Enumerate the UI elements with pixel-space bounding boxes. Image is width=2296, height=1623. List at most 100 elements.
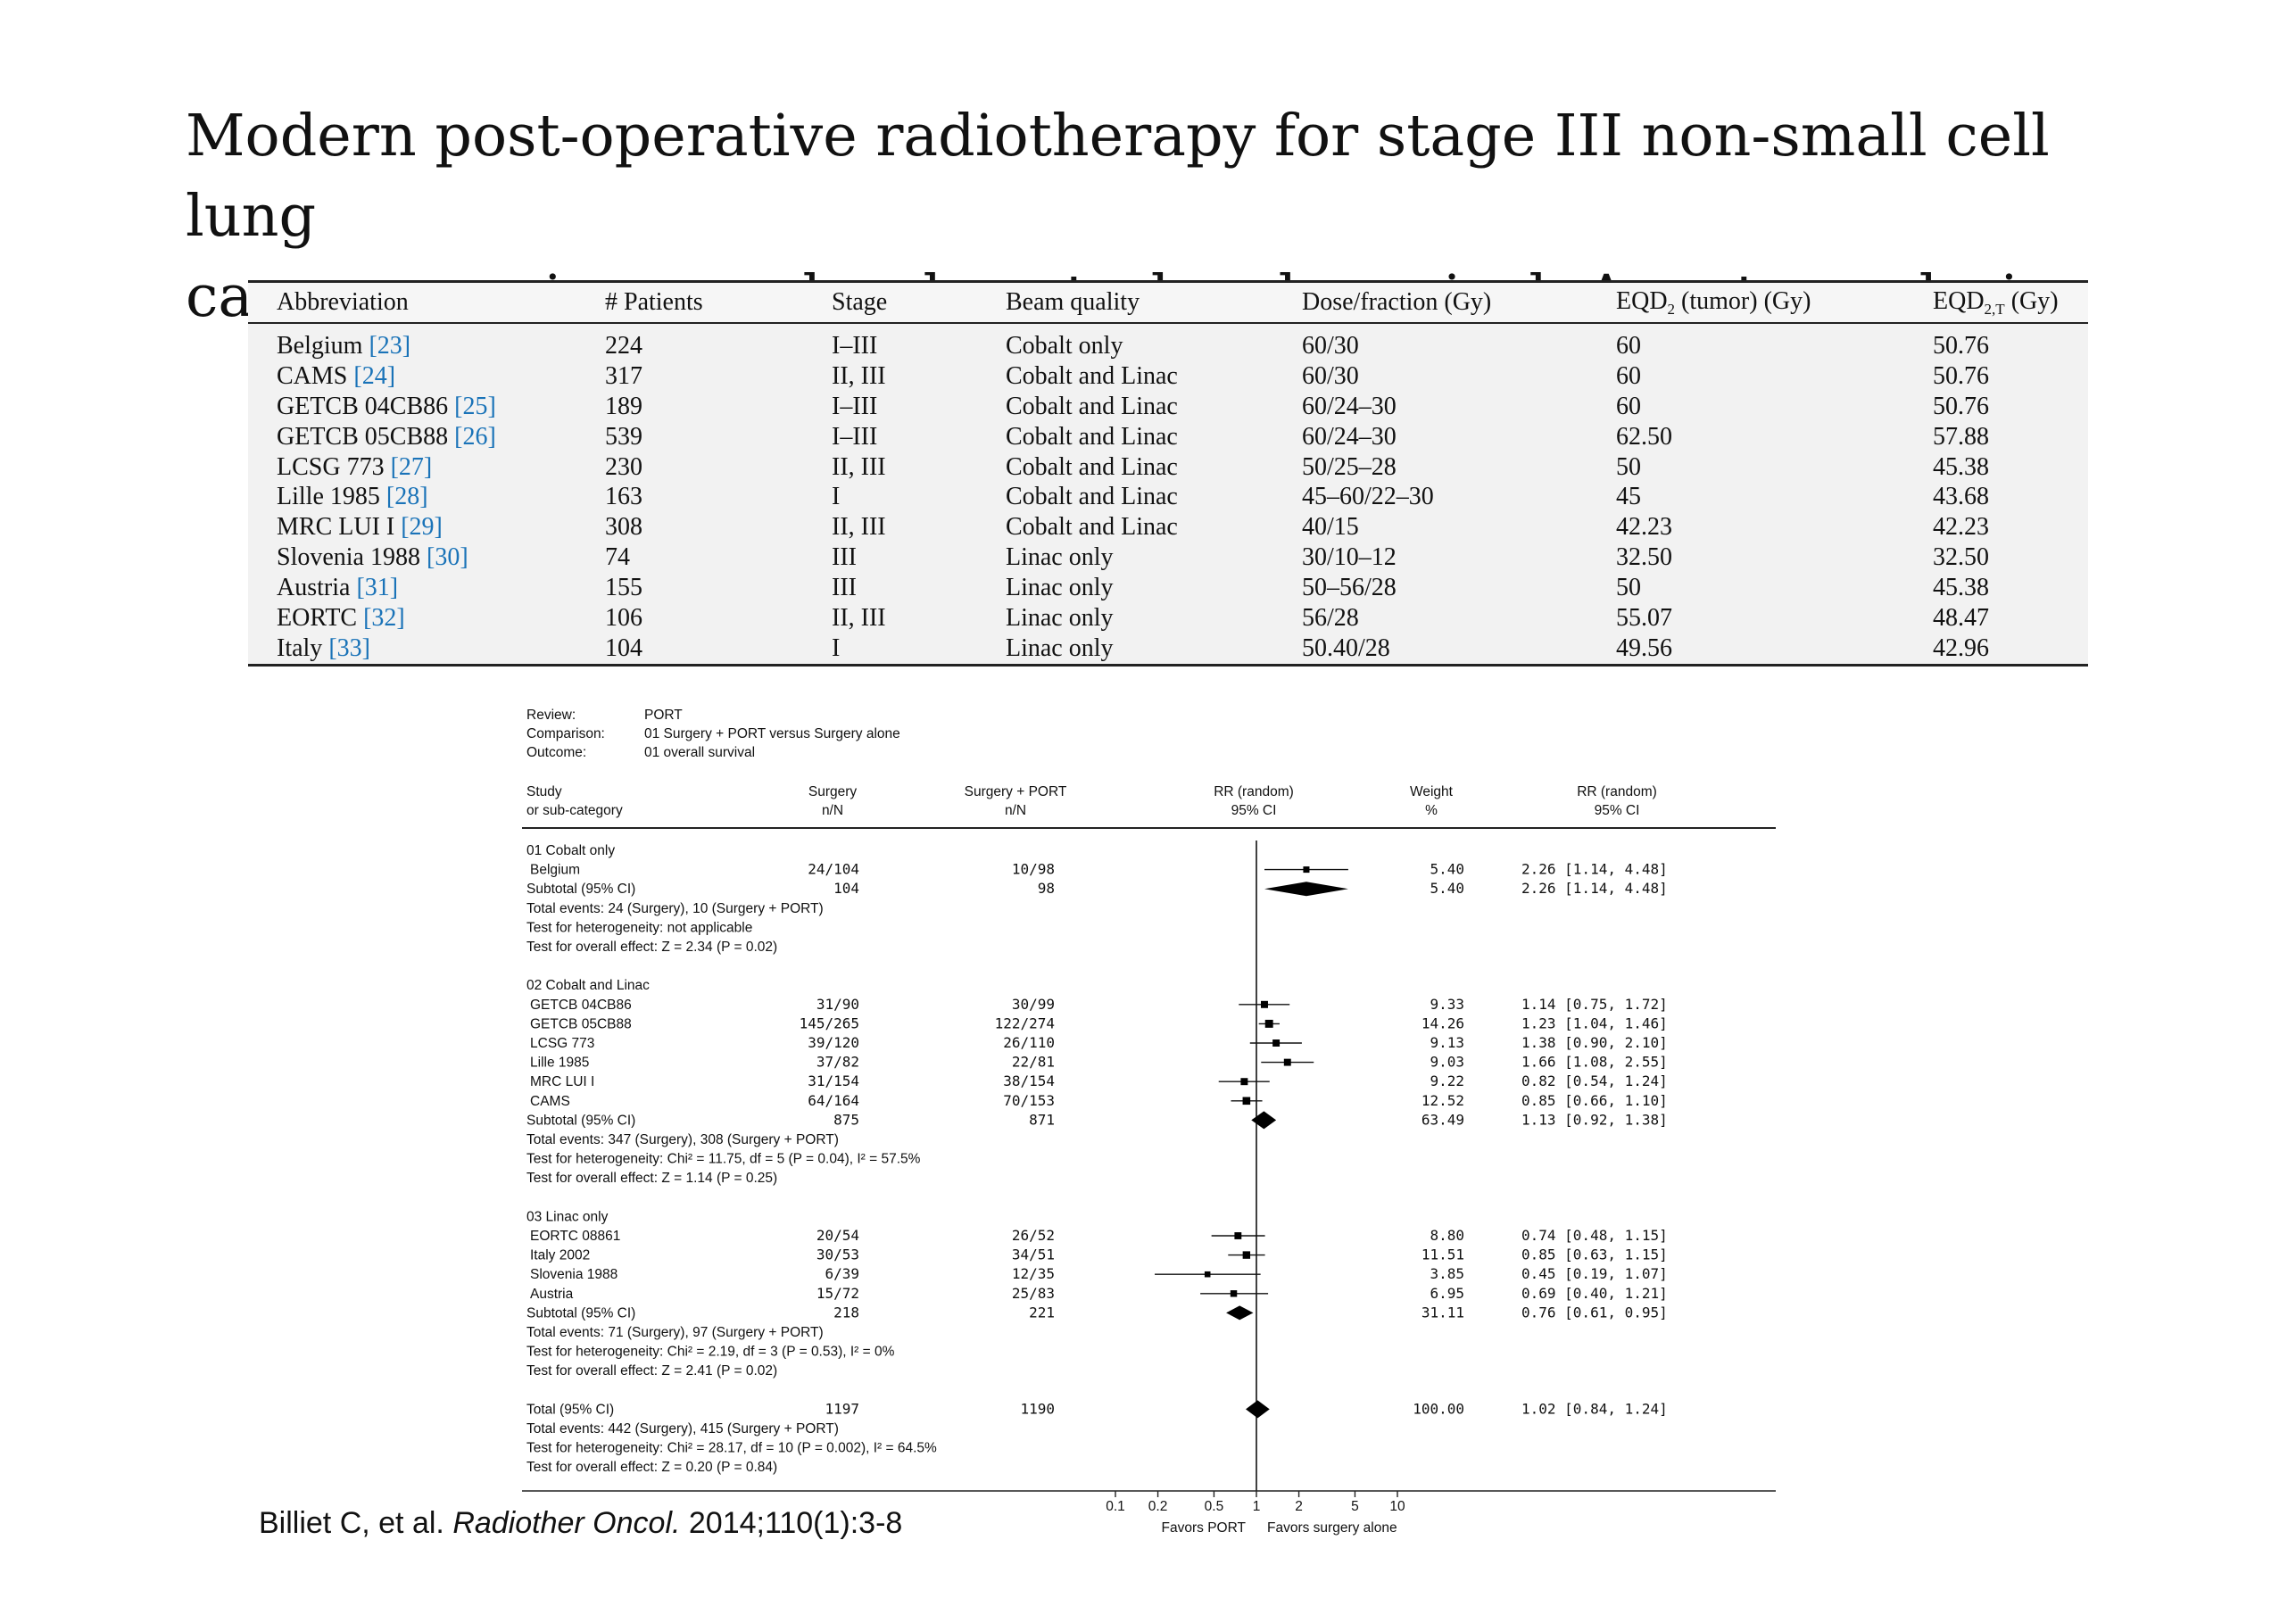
cell-eqd2t: 32.50 [1933,543,1989,572]
cell-dose-fraction: 60/24–30 [1302,422,1397,451]
weight-value: 5.40 [1430,861,1464,878]
cell-abbreviation: Austria [31] [277,574,399,602]
cell-abbreviation: GETCB 05CB88 [26] [277,422,496,451]
point-estimate-square [1240,1078,1248,1086]
cell-eqd2t: 50.76 [1933,331,1989,360]
cell-eqd2-tumor: 62.50 [1616,422,1672,451]
cell-abbreviation: LCSG 773 [27] [277,452,433,481]
cell-stage: III [832,543,857,572]
cell-dose-fraction: 50.40/28 [1273,633,1587,667]
cell-patients: 189 [605,392,642,420]
port-count: 10/98 [1012,861,1055,878]
table-row: Belgium [23] 224 I–III Cobalt only 60/30 60 50… [248,323,2088,361]
axis-tick-label: 1 [1253,1499,1261,1514]
reference-link[interactable]: [30] [427,543,468,572]
rr-ci-value: 1.02 [0.84, 1.24] [1521,1400,1668,1417]
reference-link[interactable]: [27] [390,452,433,481]
citation: Billiet C, et al. Radiother Oncol. 2014;… [259,1506,902,1541]
cell-eqd2-tumor: 50 [1616,574,1641,602]
column-header: or sub-category [526,803,623,818]
cell-abbreviation: EORTC [32] [277,603,405,632]
pooled-diamond [1226,1305,1254,1321]
meta-value: PORT [644,708,683,723]
table-row: LCSG 773 [27] 230 II, III Cobalt and Linac 5… [248,452,2088,483]
weight-value: 14.26 [1422,1014,1464,1031]
surgery-count: 15/72 [816,1285,859,1302]
study-name: Lille 1985 [530,1056,589,1071]
reference-link[interactable]: [28] [385,483,428,511]
axis-tick-label: 0.2 [1148,1499,1168,1514]
reference-link[interactable]: [31] [356,574,399,602]
port-count: 30/99 [1012,996,1055,1013]
col-header-beam-quality: Beam quality [977,280,1273,324]
port-count: 26/110 [1003,1034,1055,1051]
reference-link[interactable]: [29] [401,513,443,542]
cell-beam-quality: Cobalt and Linac [1006,361,1178,390]
total-note: Test for heterogeneity: Chi² = 28.17, df… [526,1441,937,1456]
weight-value: 11.51 [1422,1246,1464,1263]
column-header: RR (random) [1577,784,1657,799]
column-header: % [1425,803,1438,818]
cell-patients: 230 [605,452,642,481]
weight-value: 9.22 [1430,1072,1464,1089]
reference-link[interactable]: [33] [328,633,370,662]
study-name: GETCB 05CB88 [530,1016,632,1031]
total-note: Test for overall effect: Z = 0.20 (P = 0… [526,1460,777,1475]
point-estimate-square [1242,1251,1251,1259]
port-count: 25/83 [1012,1285,1055,1302]
rr-ci-value: 0.85 [0.63, 1.15] [1521,1246,1668,1263]
cell-eqd2t: 50.76 [1933,361,1989,390]
table-row: GETCB 04CB86 [25] 189 I–III Cobalt and Lina… [248,392,2088,422]
cell-beam-quality: Linac only [1006,574,1114,602]
surgery-count: 39/120 [808,1034,859,1051]
meta-label: Review: [526,708,576,723]
cell-beam-quality: Cobalt and Linac [1006,392,1178,420]
cell-abbreviation: Belgium [23] [277,331,411,360]
group-note: Test for overall effect: Z = 2.34 (P = 0… [526,940,777,955]
pooled-diamond [1264,882,1348,897]
col-header-dose-fraction: Dose/fraction (Gy) [1273,280,1587,324]
cell-eqd2-tumor: 60 [1616,331,1641,360]
reference-link[interactable]: [24] [353,361,396,390]
cell-patients: 308 [605,513,642,542]
axis-tick-label: 10 [1389,1499,1405,1514]
trials-table: Abbreviation # Patients Stage Beam quali… [248,280,2088,667]
study-name: CAMS [530,1094,570,1109]
rr-ci-value: 2.26 [1.14, 4.48] [1521,861,1668,878]
subtotal-label: Subtotal (95% CI) [526,882,635,897]
port-count: 871 [1029,1111,1055,1128]
reference-link[interactable]: [23] [369,331,411,360]
group-label: 03 Linac only [526,1209,609,1224]
weight-value: 6.95 [1430,1285,1464,1302]
port-count: 98 [1038,880,1055,897]
rr-ci-value: 1.38 [0.90, 2.10] [1521,1034,1668,1051]
weight-value: 9.33 [1430,996,1464,1013]
reference-link[interactable]: [25] [454,392,496,420]
weight-value: 5.40 [1430,880,1464,897]
cell-stage: I [803,633,977,667]
cell-dose-fraction: 56/28 [1302,603,1359,632]
favors-surgery-label: Favors surgery alone [1267,1520,1397,1536]
cell-beam-quality: Cobalt and Linac [1006,422,1178,451]
cell-eqd2-tumor: 49.56 [1587,633,1904,667]
col-header-stage: Stage [803,280,977,324]
rr-ci-value: 0.74 [0.48, 1.15] [1521,1227,1668,1244]
rr-ci-value: 0.69 [0.40, 1.21] [1521,1285,1668,1302]
cell-eqd2-tumor: 42.23 [1616,513,1672,542]
rr-ci-value: 1.14 [0.75, 1.72] [1521,996,1668,1013]
cell-eqd2t: 50.76 [1933,392,1989,420]
total-label: Total (95% CI) [526,1402,614,1417]
trials-table-body: Belgium [23] 224 I–III Cobalt only 60/30 60 50… [248,323,2088,667]
cell-patients: 155 [605,574,642,602]
surgery-count: 37/82 [816,1054,859,1071]
surgery-count: 31/154 [808,1072,859,1089]
total-note: Total events: 442 (Surgery), 415 (Surger… [526,1421,839,1437]
cell-eqd2t: 42.96 [1904,633,2088,667]
reference-link[interactable]: [32] [363,603,405,632]
surgery-count: 1197 [825,1400,859,1417]
reference-link[interactable]: [26] [454,422,496,451]
cell-patients: 106 [605,603,642,632]
cell-patients: 224 [605,331,642,360]
